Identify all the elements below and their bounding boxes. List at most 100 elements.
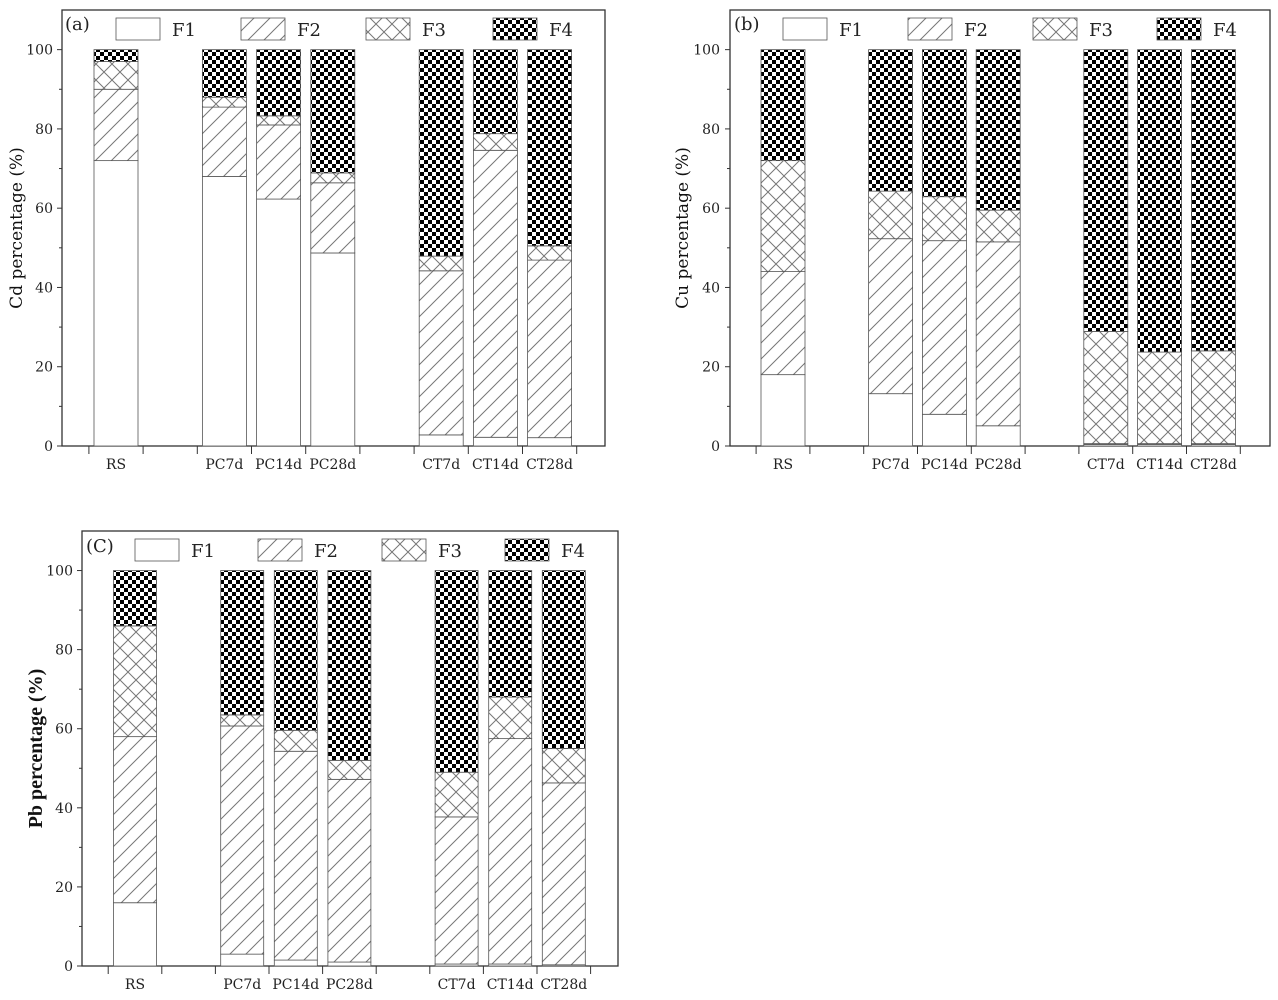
- x-tick-label: RS: [125, 977, 145, 993]
- bar-CT14d-F3: [472, 133, 518, 151]
- x-tick-label: CT7d: [1087, 457, 1125, 473]
- y-tick-label: 0: [711, 439, 720, 455]
- bar-RS-F4: [760, 49, 806, 162]
- bar-CT28d-F1: [527, 437, 572, 447]
- bar-CT7d-F1: [418, 434, 464, 447]
- bar-CT28d-F4: [541, 570, 586, 749]
- legend-label-F3: F3: [1089, 20, 1113, 41]
- x-tick-label: CT28d: [540, 977, 587, 993]
- legend: F1 F2 F3 F4: [115, 17, 573, 41]
- bar-RS-F1: [113, 902, 157, 967]
- y-tick-label: 0: [44, 439, 53, 455]
- y-tick-label: 100: [46, 564, 73, 580]
- legend-label-F3: F3: [438, 541, 462, 562]
- x-tick-label: PC14d: [921, 457, 968, 473]
- bar-PC28d-F4: [327, 570, 372, 761]
- bar-CT7d-F2: [418, 270, 464, 436]
- bar-CT14d-F4: [1137, 49, 1182, 353]
- bar-CT28d-F4: [527, 49, 572, 247]
- y-tick-label: 20: [35, 360, 53, 376]
- y-tick-label: 0: [64, 959, 73, 975]
- x-tick-label: CT28d: [1190, 457, 1237, 473]
- bar-CT7d-F4: [418, 49, 464, 257]
- x-tick-label: PC14d: [255, 457, 302, 473]
- bar-PC14d-F1: [256, 198, 302, 447]
- bar-CT28d-F3: [1191, 350, 1236, 445]
- bar-PC7d-F4: [868, 49, 913, 192]
- bar-RS-F2: [93, 88, 139, 162]
- legend-label-F2: F2: [314, 541, 338, 562]
- x-tick-label: PC7d: [872, 457, 910, 473]
- bar-PC14d-F2: [273, 750, 318, 961]
- y-tick-label: 40: [55, 801, 73, 817]
- bar-PC28d-F4: [975, 49, 1021, 211]
- chart-panel-cd: 0 20 40 60 80 100 RS PC7d PC14d PC28d CT7d CT14d CT2…: [7, 9, 606, 473]
- bar-CT28d-F2: [527, 259, 572, 439]
- bar-RS-F3: [93, 61, 139, 90]
- x-tick-label: CT7d: [422, 457, 460, 473]
- y-tick-label: 60: [35, 201, 53, 217]
- x-tick-label: RS: [773, 457, 793, 473]
- x-tick-label: PC28d: [309, 457, 356, 473]
- bar-CT7d-F4: [1083, 49, 1129, 332]
- bar-PC14d-F2: [256, 124, 302, 200]
- legend-label-F4: F4: [561, 541, 585, 562]
- bar-CT28d-F4: [1191, 49, 1236, 352]
- bar-CT14d-F2: [488, 738, 533, 965]
- legend-swatch-F4: [492, 17, 538, 41]
- y-axis-title: Pb percentage (%): [25, 669, 47, 829]
- bar-PC28d-F2: [327, 778, 372, 963]
- bar-PC7d-F3: [220, 714, 265, 727]
- bar-PC28d-F2: [975, 241, 1021, 427]
- bar-CT7d-F3: [418, 255, 464, 272]
- bar-PC28d-F3: [327, 759, 372, 780]
- legend-swatch-F2: [907, 17, 953, 41]
- x-tick-label: CT7d: [438, 977, 476, 993]
- bar-PC28d-F3: [310, 172, 356, 184]
- bar-PC14d-F4: [922, 49, 967, 198]
- bar-RS-F3: [760, 160, 806, 272]
- legend-swatch-F1: [134, 538, 180, 562]
- bar-RS-F2: [113, 736, 157, 904]
- x-tick-label: RS: [106, 457, 126, 473]
- y-tick-label: 100: [26, 43, 53, 59]
- y-tick-label: 40: [702, 280, 720, 296]
- legend-swatch-F3: [365, 17, 411, 41]
- bar-PC14d-F2: [922, 240, 967, 415]
- x-tick-label: CT14d: [487, 977, 534, 993]
- bar-CT14d-F4: [472, 49, 518, 135]
- bar-RS-F2: [760, 271, 806, 376]
- y-axis-title: Cu percentage (%): [673, 147, 693, 309]
- bar-RS-F4: [113, 570, 157, 627]
- legend-swatch-F2: [240, 17, 286, 41]
- y-axis-title: Cd percentage (%): [7, 147, 27, 309]
- x-tick-label: PC7d: [205, 457, 243, 473]
- bar-PC14d-F3: [273, 729, 318, 752]
- bar-PC28d-F1: [310, 252, 356, 447]
- y-tick-label: 80: [35, 122, 53, 138]
- bar-CT14d-F2: [472, 149, 518, 438]
- x-tick-label: PC7d: [223, 977, 261, 993]
- legend-label-F2: F2: [964, 20, 988, 41]
- bar-PC28d-F1: [975, 425, 1021, 447]
- bar-RS-F1: [760, 374, 806, 447]
- bar-RS-F1: [93, 160, 139, 447]
- bar-PC14d-F3: [922, 196, 967, 242]
- bar-CT14d-F3: [1137, 351, 1182, 445]
- chart-panel-pb: 0 20 40 60 80 100 RS PC7d PC14d PC28d CT7d CT14d CT2…: [25, 530, 619, 993]
- bar-CT28d-F3: [541, 748, 586, 784]
- panel-label: (a): [65, 14, 90, 35]
- legend-swatch-F4: [1156, 17, 1202, 41]
- y-tick-label: 20: [55, 880, 73, 896]
- bar-CT7d-F2: [434, 816, 479, 965]
- legend-label-F3: F3: [422, 20, 446, 41]
- legend-swatch-F1: [115, 17, 161, 41]
- bar-PC14d-F1: [922, 413, 967, 447]
- legend: F1 F2 F3 F4: [782, 17, 1237, 41]
- bar-PC7d-F1: [201, 176, 247, 447]
- bar-CT7d-F3: [434, 771, 479, 818]
- legend-label-F1: F1: [839, 20, 863, 41]
- bar-PC28d-F4: [310, 49, 356, 174]
- x-tick-label: PC14d: [272, 977, 319, 993]
- y-tick-label: 80: [55, 643, 73, 659]
